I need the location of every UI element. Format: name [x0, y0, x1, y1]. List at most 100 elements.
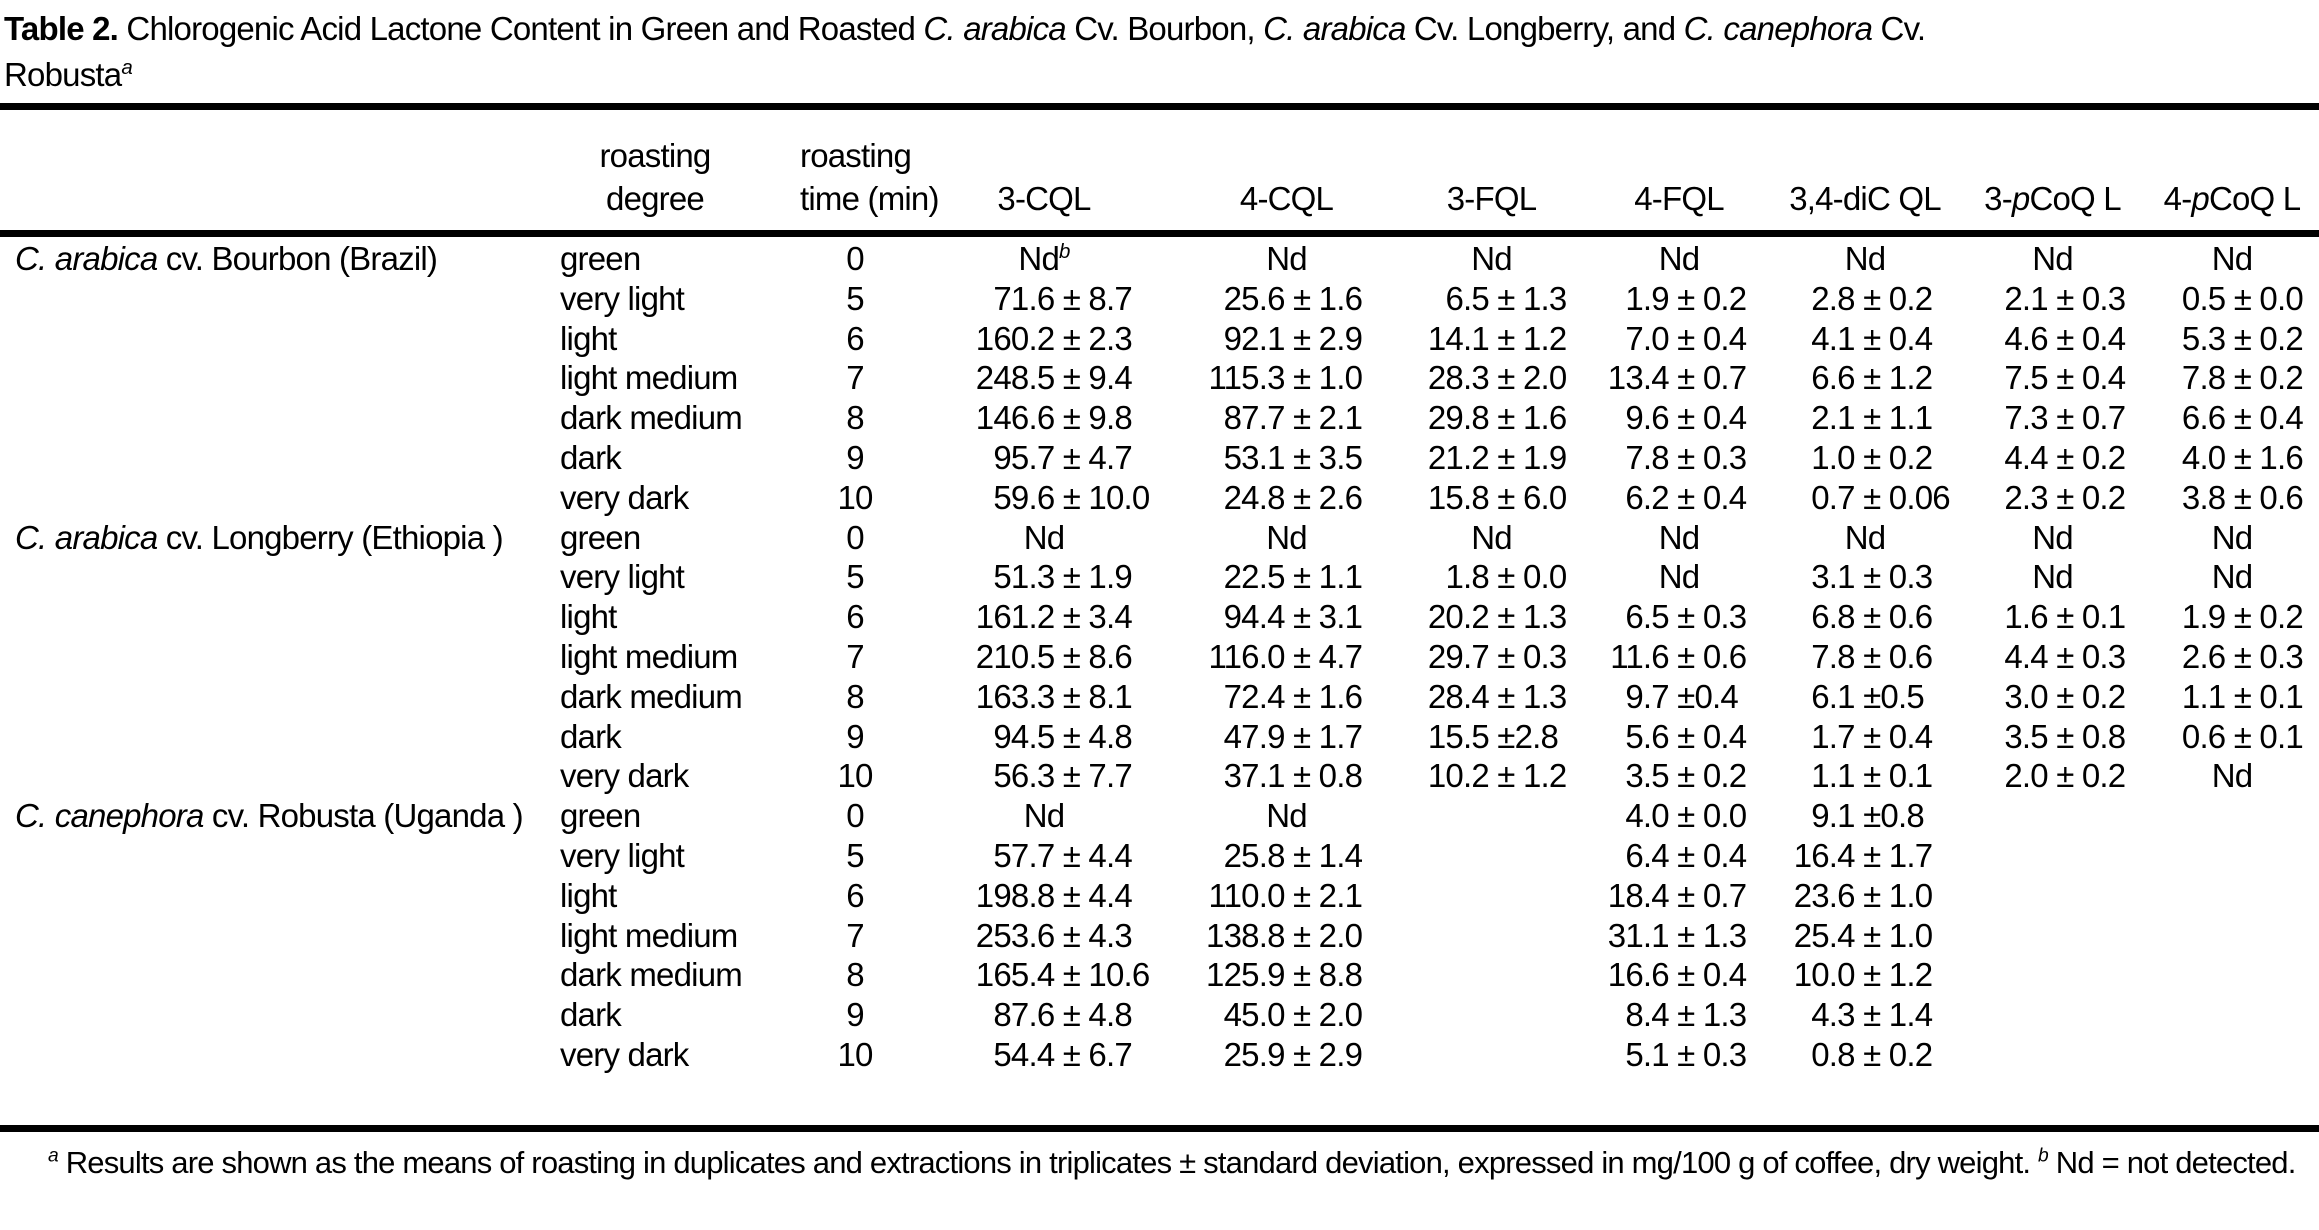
value-sd: ± 1.1: [1863, 399, 1933, 437]
text-segment: Cv. Bourbon,: [1065, 10, 1264, 47]
value-mean: 0.6: [2181, 717, 2234, 755]
value-mean: 163.3: [975, 677, 1063, 715]
species-label: [15, 319, 560, 359]
value-mean: 9.6: [1625, 399, 1678, 437]
table-cell: [2145, 955, 2319, 995]
value-mean: 24.8: [1223, 478, 1293, 516]
table-cell: 6.4 ± 0.4: [1588, 836, 1770, 876]
value-sd: ± 4.7: [1293, 637, 1363, 675]
table-cell: 87.6 ± 4.8: [910, 995, 1178, 1035]
table-cell: 24.8 ± 2.6: [1178, 478, 1395, 518]
value-sd: ± 1.6: [1293, 677, 1363, 715]
value-mean: 6.6: [1811, 359, 1864, 397]
species-label: [15, 955, 560, 995]
table-cell: Nd: [910, 796, 1178, 836]
table-cell: 2.1 ± 1.1: [1770, 398, 1960, 438]
table-cell: 15.5 ±2.8: [1395, 717, 1588, 757]
value-mean: 25.4: [1793, 916, 1864, 954]
value-mean: 94.5: [993, 717, 1063, 755]
roasting-time-cell: 6: [846, 598, 864, 636]
text-segment: Cv. Longberry, and: [1405, 10, 1684, 47]
value-nd: Nd: [1844, 518, 1886, 556]
table-cell: Nd: [1770, 239, 1960, 279]
value-nd: Nd: [1266, 518, 1307, 556]
table-cell: 1.9 ± 0.2: [2145, 597, 2319, 637]
value-sd: ± 0.06: [1863, 478, 1951, 516]
text-segment: 4-FQL: [1634, 180, 1724, 217]
value-sd: ± 2.1: [1293, 876, 1363, 914]
roasting-time-cell: 0: [846, 797, 864, 835]
table-caption: Table 2. Chlorogenic Acid Lactone Conten…: [0, 0, 2319, 98]
table-cell: 15.8 ± 6.0: [1395, 478, 1588, 518]
table-cell: 6.2 ± 0.4: [1588, 478, 1770, 518]
table-cell: 95.7 ± 4.7: [910, 438, 1178, 478]
value-sd: ± 0.2: [1863, 279, 1933, 317]
table-cell: 7.8 ± 0.2: [2145, 358, 2319, 398]
value-mean: 210.5: [975, 637, 1063, 675]
value-mean: 29.7: [1427, 637, 1498, 675]
column-header-line: time (min): [800, 177, 939, 220]
value-mean: 4.6: [2004, 319, 2057, 357]
value-mean: 0.8: [1811, 1035, 1864, 1073]
value-mean: 5.1: [1625, 1035, 1678, 1073]
value-mean: 1.1: [1811, 757, 1864, 795]
table-cell: 11.6 ± 0.6: [1588, 637, 1770, 677]
table-cell: Nd: [1960, 518, 2145, 558]
value-sd: ± 0.1: [2056, 598, 2126, 636]
value-mean: 4.0: [2181, 438, 2234, 476]
table-cell: 0.5 ± 0.0: [2145, 279, 2319, 319]
table-cell: 59.6 ± 10.0: [910, 478, 1178, 518]
table-cell: 5.3 ± 0.2: [2145, 319, 2319, 359]
roasting-degree-cell: very light: [560, 279, 685, 317]
table-cell: [2145, 1035, 2319, 1075]
table-cell: 4.0 ± 1.6: [2145, 438, 2319, 478]
value-sd: ± 1.7: [1293, 717, 1363, 755]
table-cell: Nd: [1178, 239, 1395, 279]
value-sd: ± 1.7: [1863, 836, 1933, 874]
roasting-time-cell: 7: [846, 637, 864, 675]
value-mean: 1.7: [1811, 717, 1864, 755]
table-row: very light 5 51.3 ± 1.9 22.5 ± 1.1 1.8 ± 0.0…: [0, 557, 2319, 597]
italic-text: C. canephora: [1683, 10, 1873, 47]
table-cell: [2145, 876, 2319, 916]
roasting-degree-cell: light: [560, 319, 617, 357]
value-mean: 1.9: [1625, 279, 1678, 317]
table-cell: [1960, 876, 2145, 916]
roasting-degree-cell: dark medium: [560, 677, 743, 715]
value-mean: 2.0: [2004, 757, 2057, 795]
table-cell: Nd: [2145, 557, 2319, 597]
value-mean: 18.4: [1607, 876, 1678, 914]
table-cell: [1395, 796, 1588, 836]
value-nd: Nd: [2211, 240, 2253, 277]
column-header: 4-FQL: [1588, 177, 1770, 220]
table-cell: [1960, 995, 2145, 1035]
roasting-degree-cell: green: [560, 518, 641, 556]
table-cell: 47.9 ± 1.7: [1178, 717, 1395, 757]
species-label: [15, 438, 560, 478]
table-cell: [1960, 955, 2145, 995]
table-cell: 18.4 ± 0.7: [1588, 876, 1770, 916]
italic-text: p: [2191, 180, 2209, 217]
table-row: light 6 198.8 ± 4.4 110.0 ± 2.1 18.4 ± 0.7 23…: [0, 876, 2319, 916]
value-sd: ± 0.4: [2233, 399, 2304, 437]
value-mean: 92.1: [1223, 319, 1293, 357]
table-cell: [1960, 916, 2145, 956]
value-sd: ± 0.3: [1677, 1035, 1747, 1073]
value-sd: ± 3.1: [1293, 598, 1363, 636]
column-header: 3-pCoQ L: [1960, 177, 2145, 220]
column-header: 3-FQL: [1395, 177, 1588, 220]
value-mean: 125.9: [1206, 956, 1293, 994]
roasting-time-cell: 10: [837, 1035, 873, 1073]
column-header-line: 3-CQL: [910, 177, 1178, 220]
table-cell: 3.1 ± 0.3: [1770, 557, 1960, 597]
species-label: [15, 836, 560, 876]
roasting-degree-cell: light medium: [560, 359, 738, 397]
species-label: C. arabica cv. Bourbon (Brazil): [15, 239, 560, 279]
text-segment: Nd = not detected.: [2047, 1144, 2297, 1180]
value-sd: ± 4.4: [1062, 876, 1133, 914]
table-cell: 94.4 ± 3.1: [1178, 597, 1395, 637]
value-sd: ± 0.4: [1677, 478, 1747, 516]
superscript-marker: a: [48, 1145, 59, 1167]
value-mean: 14.1: [1427, 319, 1498, 357]
roasting-time-cell: 9: [846, 717, 864, 755]
